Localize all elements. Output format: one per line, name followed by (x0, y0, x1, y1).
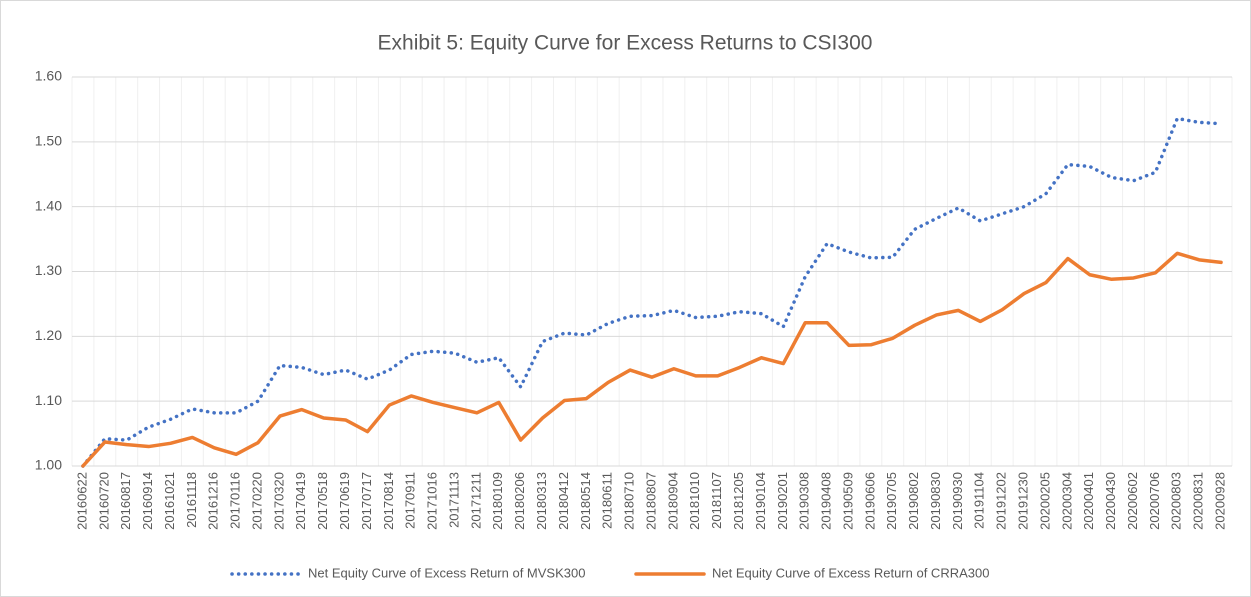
x-tick-label: 20180514 (578, 472, 593, 530)
x-tick-label: 20191230 (1016, 472, 1031, 530)
x-tick-label: 20180710 (622, 472, 637, 530)
x-tick-label: 20170320 (271, 472, 286, 530)
x-tick-label: 20191104 (972, 472, 987, 529)
x-tick-label: 20190705 (884, 472, 899, 530)
x-tick-label: 20180313 (534, 472, 549, 530)
x-tick-label: 20171211 (468, 472, 483, 529)
x-tick-label: 20190104 (753, 472, 768, 530)
x-tick-label: 20181010 (687, 472, 702, 530)
x-tick-label: 20170814 (381, 472, 396, 530)
x-tick-label: 20200803 (1169, 472, 1184, 530)
x-tick-label: 20161216 (206, 472, 221, 530)
y-tick-label: 1.30 (35, 262, 62, 278)
x-tick-label: 20200706 (1147, 472, 1162, 530)
x-tick-label: 20200430 (1103, 472, 1118, 530)
y-tick-label: 1.50 (35, 133, 62, 149)
x-tick-label: 20170419 (293, 472, 308, 530)
x-tick-label: 20161118 (184, 472, 199, 528)
x-tick-label: 20170619 (337, 472, 352, 530)
x-tick-label: 20190930 (950, 472, 965, 530)
x-tick-label: 20190201 (775, 472, 790, 530)
x-tick-label: 20160817 (118, 472, 133, 530)
x-tick-label: 20190509 (840, 472, 855, 530)
x-tick-label: 20200401 (1081, 472, 1096, 530)
chart-title: Exhibit 5: Equity Curve for Excess Retur… (378, 32, 873, 55)
x-tick-label: 20200831 (1191, 472, 1206, 530)
x-tick-label: 20181205 (731, 472, 746, 530)
x-tick-label: 20181107 (709, 472, 724, 529)
x-tick-label: 20200928 (1212, 472, 1227, 530)
x-tick-label: 20160720 (96, 472, 111, 530)
x-tick-label: 20190606 (862, 472, 877, 530)
x-tick-label: 20171016 (425, 472, 440, 530)
x-tick-label: 20191202 (994, 472, 1009, 530)
x-tick-label: 20180807 (643, 472, 658, 530)
legend-label: Net Equity Curve of Excess Return of CRR… (712, 565, 989, 580)
x-tick-label: 20190802 (906, 472, 921, 530)
x-tick-label: 20170116 (228, 472, 243, 529)
x-tick-label: 20170911 (403, 472, 418, 529)
x-tick-label: 20200304 (1059, 472, 1074, 530)
y-tick-label: 1.20 (35, 327, 62, 343)
x-tick-label: 20200205 (1037, 472, 1052, 530)
x-tick-label: 20160914 (140, 472, 155, 530)
x-tick-label: 20200602 (1125, 472, 1140, 530)
series-line (81, 251, 1223, 468)
x-tick-label: 20190308 (797, 472, 812, 530)
x-tick-label: 20170518 (315, 472, 330, 530)
x-tick-label: 20180109 (490, 472, 505, 530)
y-tick-label: 1.10 (35, 392, 62, 408)
legend-label: Net Equity Curve of Excess Return of MVS… (308, 565, 585, 580)
y-tick-label: 1.00 (35, 457, 62, 473)
x-tick-label: 20180206 (512, 472, 527, 530)
x-tick-label: 20170220 (249, 472, 264, 530)
series-line (81, 116, 1223, 468)
y-tick-label: 1.40 (35, 197, 62, 213)
x-tick-label: 20161021 (162, 472, 177, 530)
x-tick-label: 20170717 (359, 472, 374, 530)
x-tick-label: 20160622 (74, 472, 89, 530)
x-tick-label: 20180412 (556, 472, 571, 530)
x-tick-label: 20180904 (665, 472, 680, 530)
x-tick-label: 20171113 (446, 472, 461, 528)
y-tick-label: 1.60 (35, 68, 62, 84)
x-tick-label: 20190830 (928, 472, 943, 530)
x-tick-label: 20190408 (819, 472, 834, 530)
x-tick-label: 20180611 (600, 472, 615, 529)
